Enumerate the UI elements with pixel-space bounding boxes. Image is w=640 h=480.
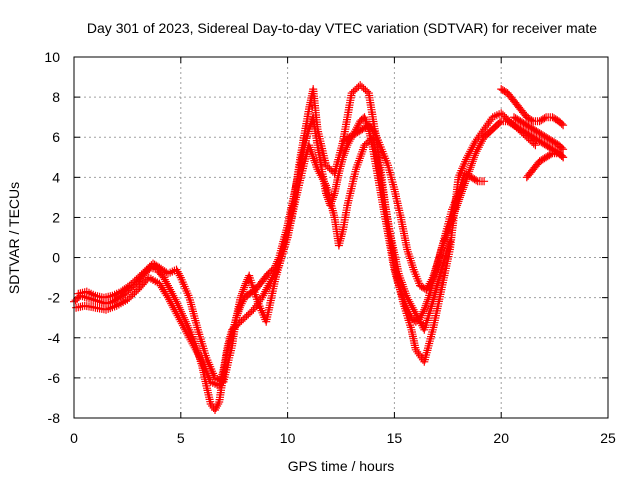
data-series [70, 113, 568, 414]
x-tick-label: 20 [493, 430, 509, 446]
y-tick-label: -8 [48, 410, 61, 426]
x-axis-label: GPS time / hours [288, 458, 395, 474]
data-point-markers [70, 113, 568, 414]
data-point-markers [522, 149, 568, 182]
data-series [74, 81, 540, 386]
plot-frame [73, 56, 609, 419]
x-tick-label: 10 [280, 430, 296, 446]
x-tick-label: 25 [600, 430, 616, 446]
axis-ticks: 0 5 10 15 20 25 -8 -6 -4 -2 0 2 4 6 8 10 [44, 49, 616, 446]
y-tick-label: -6 [48, 370, 61, 386]
y-tick-label: -4 [48, 330, 61, 346]
data-series [510, 113, 568, 154]
y-tick-label: 4 [52, 169, 60, 185]
x-tick-label: 5 [177, 430, 185, 446]
data-point-markers [339, 121, 489, 294]
y-tick-label: 10 [44, 49, 60, 65]
data-series [339, 121, 489, 294]
data-series [522, 149, 568, 182]
data-point-markers [510, 113, 568, 154]
chart-title: Day 301 of 2023, Sidereal Day-to-day VTE… [87, 20, 597, 36]
x-tick-label: 0 [70, 430, 78, 446]
y-axis-label: SDTVAR / TECUs [6, 182, 22, 294]
x-tick-label: 15 [387, 430, 403, 446]
data-marks [70, 81, 568, 414]
grid [74, 57, 608, 418]
y-tick-label: 0 [52, 250, 60, 266]
data-point-markers [74, 81, 540, 386]
y-tick-label: 2 [52, 209, 60, 225]
data-point-markers [72, 133, 454, 390]
data-series [72, 133, 454, 390]
y-tick-label: 8 [52, 89, 60, 105]
data-series [497, 85, 568, 130]
data-point-markers [497, 85, 568, 130]
y-tick-label: 6 [52, 129, 60, 145]
y-tick-label: -2 [48, 290, 61, 306]
